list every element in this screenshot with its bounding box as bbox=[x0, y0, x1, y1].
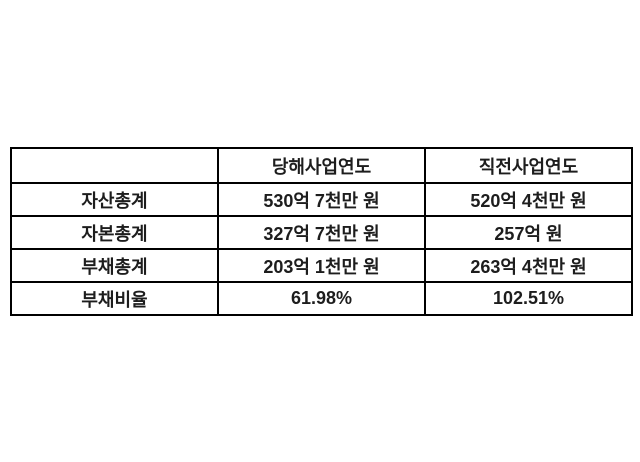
table-row-total-liabilities: 부채총계 203억 1천만 원 263억 4천만 원 bbox=[10, 248, 633, 283]
row-label-debt-ratio: 부채비율 bbox=[10, 281, 219, 316]
value-cell-debt-ratio-previous: 102.51% bbox=[424, 281, 633, 316]
row-label-total-liabilities: 부채총계 bbox=[10, 248, 219, 283]
table-header-row: 당해사업연도 직전사업연도 bbox=[10, 147, 633, 184]
table-row-total-equity: 자본총계 327억 7천만 원 257억 원 bbox=[10, 215, 633, 250]
value-cell-debt-ratio-current: 61.98% bbox=[217, 281, 426, 316]
row-label-total-assets: 자산총계 bbox=[10, 182, 219, 217]
value-cell-equity-current: 327억 7천만 원 bbox=[217, 215, 426, 250]
header-cell-previous-fiscal-year: 직전사업연도 bbox=[424, 147, 633, 184]
value-cell-liabilities-previous: 263억 4천만 원 bbox=[424, 248, 633, 283]
value-cell-equity-previous: 257억 원 bbox=[424, 215, 633, 250]
header-cell-empty bbox=[10, 147, 219, 184]
header-cell-current-fiscal-year: 당해사업연도 bbox=[217, 147, 426, 184]
value-cell-assets-previous: 520억 4천만 원 bbox=[424, 182, 633, 217]
value-cell-assets-current: 530억 7천만 원 bbox=[217, 182, 426, 217]
row-label-total-equity: 자본총계 bbox=[10, 215, 219, 250]
table-row-debt-ratio: 부채비율 61.98% 102.51% bbox=[10, 281, 633, 316]
value-cell-liabilities-current: 203억 1천만 원 bbox=[217, 248, 426, 283]
financial-summary-table: 당해사업연도 직전사업연도 자산총계 530억 7천만 원 520억 4천만 원… bbox=[10, 147, 633, 316]
table-row-total-assets: 자산총계 530억 7천만 원 520억 4천만 원 bbox=[10, 182, 633, 217]
